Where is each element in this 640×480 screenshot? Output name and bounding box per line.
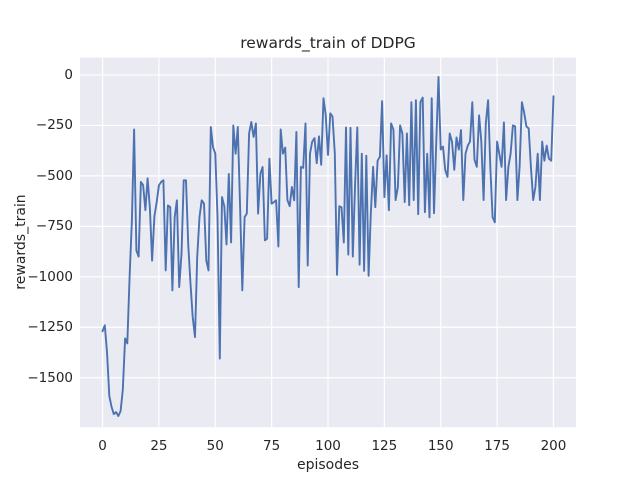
x-tick-label: 25 <box>150 438 168 454</box>
y-tick-label: −1000 <box>27 268 73 285</box>
x-tick-label: 175 <box>484 438 510 454</box>
x-tick-label: 100 <box>315 438 341 454</box>
x-axis-label: episodes <box>296 457 360 473</box>
x-tick-label: 75 <box>263 438 281 454</box>
reward-line <box>101 76 555 418</box>
x-tick-label: 0 <box>98 438 107 454</box>
y-tick-label: −750 <box>35 218 73 235</box>
x-tick-label: 50 <box>206 438 224 454</box>
chart-title: rewards_train of DDPG <box>240 34 416 52</box>
x-tick-label: 150 <box>427 438 454 454</box>
y-tick-label: −1250 <box>27 319 73 336</box>
x-tick-label: 200 <box>540 438 567 454</box>
y-tick-label: −250 <box>35 117 73 134</box>
y-tick-label: −500 <box>35 167 73 184</box>
y-tick-label: −1500 <box>27 369 73 386</box>
y-tick-label: 0 <box>64 66 73 83</box>
x-tick-label: 125 <box>371 438 398 454</box>
